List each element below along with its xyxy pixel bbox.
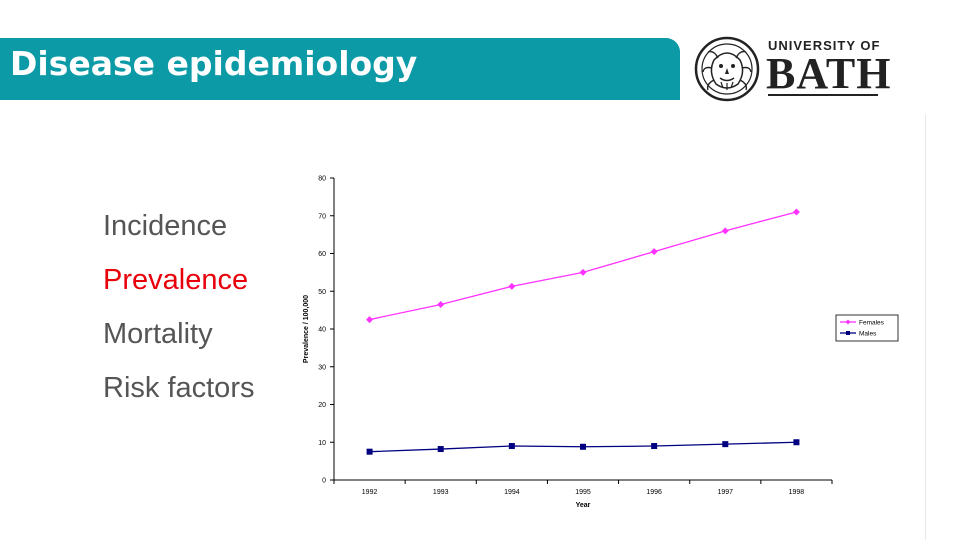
legend-label-females: Females <box>859 320 885 327</box>
data-point-males <box>651 443 658 450</box>
bullet-mortality: Mortality <box>103 318 213 350</box>
slide-divider <box>925 115 926 540</box>
x-tick-label: 1993 <box>433 489 449 496</box>
data-point-males <box>366 448 373 455</box>
series-line-females <box>369 211 797 321</box>
data-point-males <box>508 443 515 450</box>
y-axis-label: Prevalence / 100,000 <box>303 295 310 363</box>
y-tick-label: 10 <box>318 440 326 447</box>
bullet-incidence: Incidence <box>103 210 228 242</box>
bullet-prevalence: Prevalence <box>103 264 249 296</box>
data-point-females <box>579 268 587 276</box>
data-point-females <box>721 227 729 235</box>
y-tick-label: 80 <box>318 176 326 183</box>
slide-title: Disease epidemiology <box>10 44 418 83</box>
prevalence-chart: 0 10 20 30 40 50 60 70 80 1992 1993 1994 1995 1996 199… <box>303 176 899 509</box>
y-tick-label: 30 <box>318 364 326 371</box>
x-tick-label: 1998 <box>789 489 805 496</box>
data-point-males <box>580 443 586 450</box>
data-point-males <box>437 446 444 453</box>
university-seal-icon <box>694 36 760 102</box>
y-tick-label: 60 <box>318 251 326 258</box>
data-point-females <box>508 282 516 290</box>
y-tick-label: 50 <box>318 289 326 296</box>
chart-legend <box>835 314 899 342</box>
logo-underline <box>768 94 878 96</box>
bullet-list: Incidence Prevalence Mortality Risk fact… <box>103 204 254 420</box>
y-tick-label: 0 <box>322 478 326 485</box>
x-tick-label: 1995 <box>575 489 591 496</box>
data-point-females <box>792 208 800 216</box>
y-tick-label: 40 <box>318 327 326 334</box>
logo-text-bath: BATH <box>766 49 892 98</box>
title-bar <box>0 38 680 100</box>
y-tick-label: 70 <box>318 213 326 220</box>
data-point-males <box>793 439 800 446</box>
x-axis-label: Year <box>576 502 591 509</box>
x-tick-label: 1994 <box>504 489 520 496</box>
university-logo: UNIVERSITY OF BATH <box>694 36 890 102</box>
bullet-risk-factors: Risk factors <box>103 372 255 404</box>
legend-marker-females <box>845 319 851 325</box>
x-tick-label: 1996 <box>646 489 662 496</box>
y-tick-label: 20 <box>318 402 326 409</box>
logo-text-university: UNIVERSITY OF <box>768 38 881 53</box>
data-point-females <box>366 316 374 324</box>
legend-label-males: Males <box>859 331 877 338</box>
data-point-females <box>650 248 658 256</box>
data-point-females <box>437 300 445 308</box>
x-tick-label: 1997 <box>717 489 733 496</box>
data-point-males <box>722 441 729 448</box>
legend-marker-males <box>846 331 850 335</box>
x-tick-label: 1992 <box>362 489 378 496</box>
